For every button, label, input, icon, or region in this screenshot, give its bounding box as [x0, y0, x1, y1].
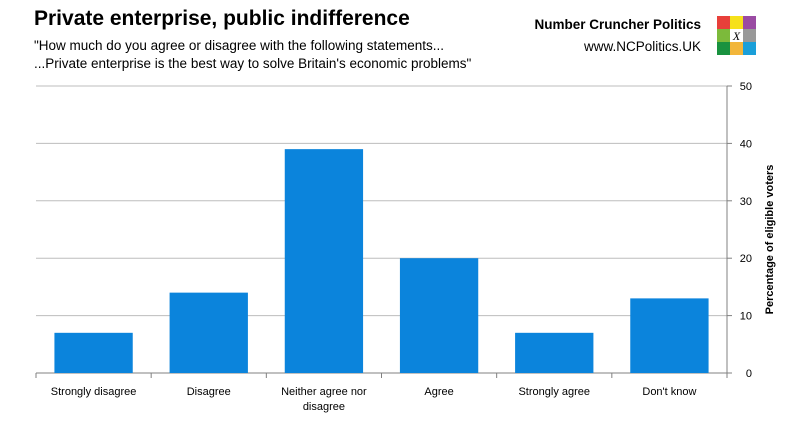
bar-2	[169, 292, 248, 373]
logo-tile	[730, 29, 743, 42]
category-label: Neither agree nor disagree	[281, 386, 367, 413]
category-label: Agree	[424, 386, 453, 398]
y-tick-label: 0	[746, 368, 752, 380]
category-label: Don't know	[642, 386, 696, 398]
chart-subtitle-line-1: "How much do you agree or disagree with …	[34, 38, 445, 53]
chart-title: Private enterprise, public indifference	[34, 7, 410, 30]
brand-name: Number Cruncher Politics	[534, 17, 701, 32]
y-tick-label: 50	[740, 81, 752, 93]
bar-6	[630, 298, 709, 373]
logo-tile	[743, 16, 756, 29]
category-label: Strongly disagree	[51, 386, 137, 398]
bar-4	[399, 258, 479, 373]
bar-1	[54, 332, 133, 373]
logo-tile	[717, 16, 730, 29]
ncp-logo-icon: X	[717, 16, 756, 55]
brand-url: www.NCPolitics.UK	[583, 39, 701, 54]
y-tick-label: 20	[740, 253, 752, 265]
y-tick-label: 40	[740, 138, 752, 150]
logo-tile	[717, 29, 730, 42]
y-axis-title: Percentage of eligible voters	[764, 165, 776, 315]
logo-tile	[730, 16, 743, 29]
logo-tile	[730, 42, 743, 55]
category-label: Strongly agree	[518, 386, 590, 398]
logo-tile	[717, 42, 730, 55]
y-tick-label: 10	[740, 311, 752, 323]
logo-letter: X	[732, 29, 741, 43]
y-tick-label: 30	[740, 196, 752, 208]
category-label: Disagree	[187, 386, 231, 398]
logo-tile	[743, 42, 756, 55]
chart-subtitle-line-2: ...Private enterprise is the best way to…	[34, 56, 472, 71]
logo-tile	[743, 29, 756, 42]
bar-5	[515, 332, 594, 373]
bar-3	[284, 149, 364, 373]
